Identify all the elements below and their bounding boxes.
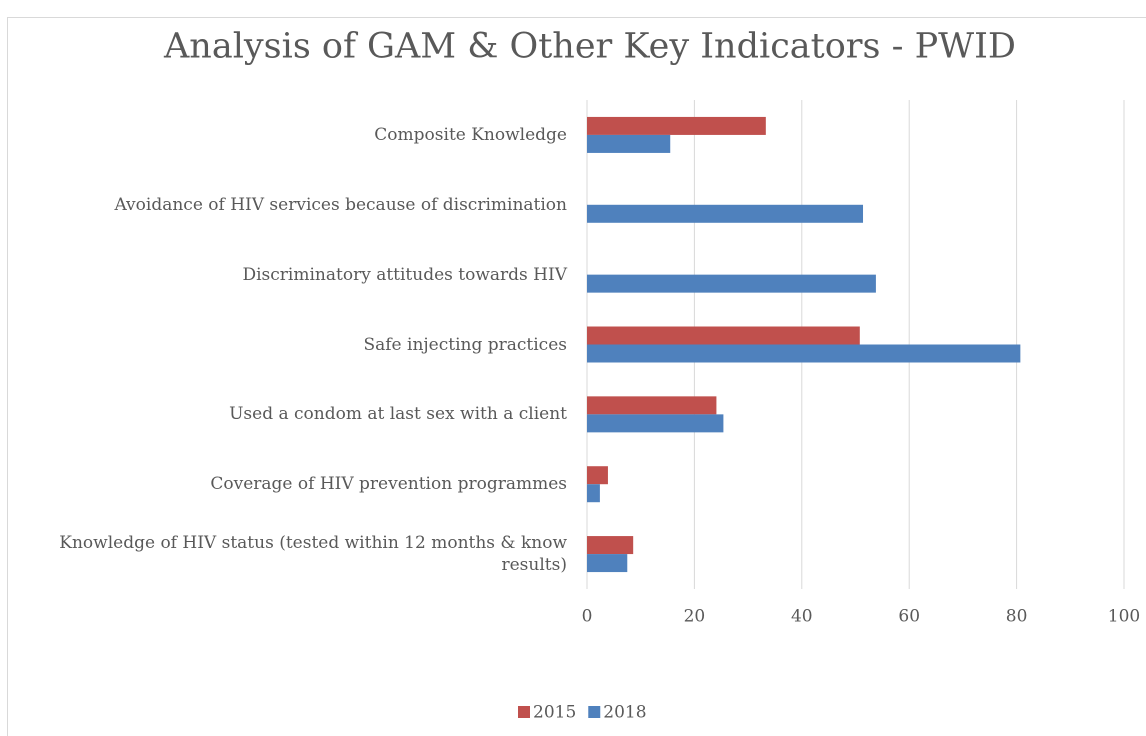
x-tick-label: 80 [1006,607,1028,627]
bar [587,466,608,485]
bar [587,484,600,503]
x-tick-label: 40 [791,607,813,627]
legend-label: 2015 [533,703,576,723]
category-label: Avoidance of HIV services because of dis… [114,194,567,215]
chart-border [7,17,1146,736]
category-label: Safe injecting practices [363,334,567,355]
chart-title: Analysis of GAM & Other Key Indicators -… [163,27,1016,67]
bar [587,274,876,293]
category-label: Knowledge of HIV status (tested within 1… [59,533,567,576]
x-tick-label: 100 [1108,607,1140,627]
bar [587,344,1021,363]
x-tick-label: 60 [898,607,920,627]
bar [587,326,860,345]
category-label: Composite Knowledge [374,124,567,145]
legend-swatch [518,706,530,718]
bar [587,396,717,415]
bar [587,204,864,223]
legend-label: 2018 [603,703,646,723]
category-label: Discriminatory attitudes towards HIV [242,264,567,285]
bar [587,116,766,135]
x-tick-label: 0 [582,607,593,627]
x-tick-label: 20 [684,607,706,627]
legend-swatch [588,706,601,718]
bar [587,536,634,555]
category-label: Coverage of HIV prevention programmes [210,474,567,495]
bar [587,134,671,153]
category-label: Used a condom at last sex with a client [229,404,567,425]
bar [587,414,724,433]
bar [587,554,628,573]
